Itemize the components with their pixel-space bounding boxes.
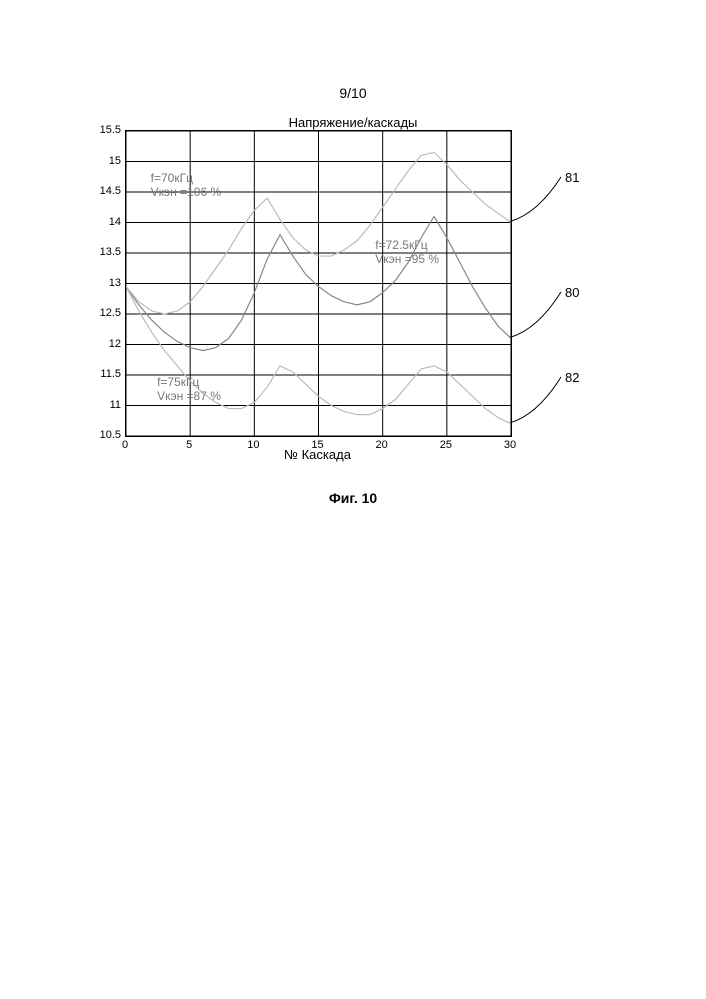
annot-line1: f=75кГц	[157, 375, 199, 389]
annotation-82: f=75кГцVкэн =87 %	[157, 375, 221, 403]
callout-line-82	[510, 377, 561, 423]
y-tick: 15.5	[93, 124, 121, 136]
page-number: 9/10	[0, 85, 706, 101]
figure-label: Фиг. 10	[0, 490, 706, 506]
annot-line2: Vкэн =87 %	[157, 389, 221, 403]
y-tick: 14	[93, 216, 121, 228]
y-tick: 13	[93, 277, 121, 289]
y-tick: 14.5	[93, 185, 121, 197]
annotation-81: f=70кГцVкэн =106 %	[151, 171, 222, 199]
y-tick: 11.5	[93, 368, 121, 380]
callout-line-81	[510, 177, 561, 222]
y-tick: 11	[93, 399, 121, 411]
annot-line1: f=72.5кГц	[375, 238, 427, 252]
x-axis-label: № Каскада	[125, 447, 510, 462]
y-tick: 12.5	[93, 307, 121, 319]
y-tick: 12	[93, 338, 121, 350]
callout-label-81: 81	[565, 170, 579, 185]
y-tick: 13.5	[93, 246, 121, 258]
y-tick: 15	[93, 155, 121, 167]
page: 9/10 Напряжение/каскады 10.51111.51212.5…	[0, 0, 706, 999]
annotation-80: f=72.5кГцVкэн =95 %	[375, 238, 439, 266]
callout-label-80: 80	[565, 285, 579, 300]
annot-line2: Vкэн =95 %	[375, 252, 439, 266]
callout-label-82: 82	[565, 370, 579, 385]
annot-line1: f=70кГц	[151, 171, 193, 185]
annot-line2: Vкэн =106 %	[151, 185, 222, 199]
callout-line-80	[510, 292, 561, 337]
